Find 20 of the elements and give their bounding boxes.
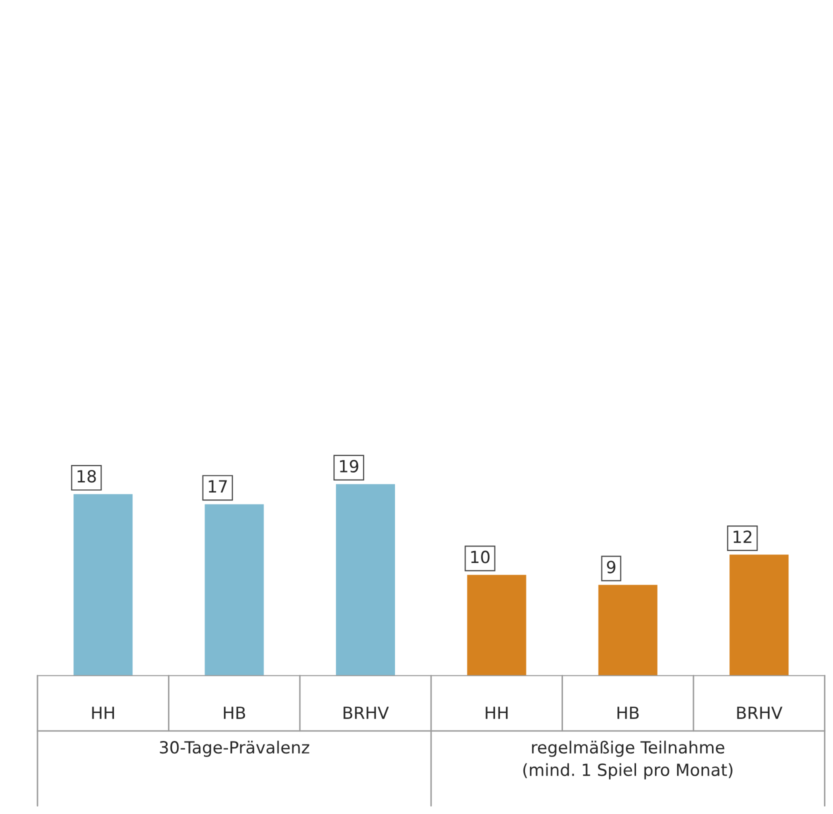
x-tick-label: HB <box>618 706 639 719</box>
text: regelmäßige Teilnahme (mind. 1 Spiel pro Monat) <box>523 740 732 780</box>
bar <box>336 484 395 676</box>
data-label: 9 <box>606 560 616 574</box>
bar <box>74 494 133 676</box>
data-label: 10 <box>471 550 490 564</box>
bar <box>730 554 789 676</box>
data-label: 19 <box>340 460 358 473</box>
bar <box>204 504 264 676</box>
data-label: 18 <box>78 470 96 483</box>
bar <box>598 584 658 676</box>
data-label: 12 <box>734 530 752 543</box>
x-tick-label: HB <box>224 706 246 719</box>
data-label: 17 <box>208 480 227 492</box>
text: 30-Tage-Prävalenz <box>160 740 310 757</box>
x-tick-label: HH <box>486 706 508 719</box>
bar <box>467 574 526 676</box>
x-tick-label: HH <box>92 706 114 719</box>
x-tick-label: BRHV <box>344 706 389 719</box>
x-tick-label: BRHV <box>737 706 782 719</box>
